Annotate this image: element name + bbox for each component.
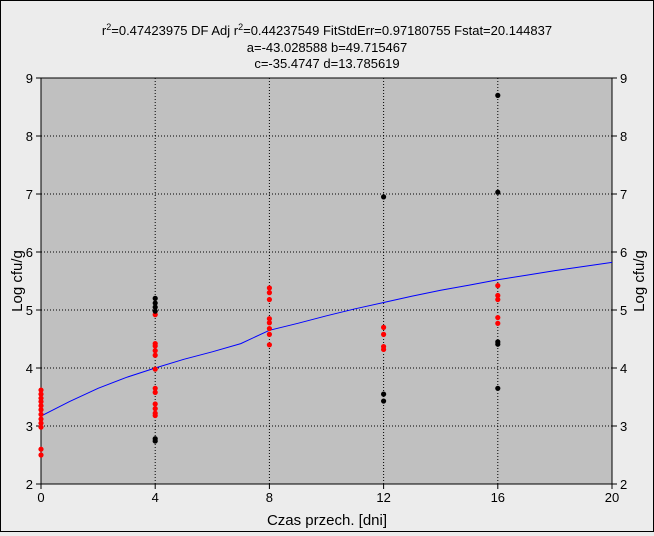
stats-r2-sup: 2: [106, 22, 111, 32]
data-points: [38, 92, 501, 458]
data-point-red: [38, 424, 44, 430]
stats-adj-sup: 2: [238, 22, 243, 32]
data-point-black: [381, 194, 387, 200]
y-tick-label-right: 3: [620, 419, 627, 434]
data-point-black: [152, 304, 158, 310]
data-point-black: [381, 398, 387, 404]
data-point-red: [495, 283, 501, 289]
y-tick-label-right: 4: [620, 361, 627, 376]
x-tick-label: 8: [266, 490, 273, 505]
y-tick-label-left: 8: [26, 129, 33, 144]
data-point-red: [152, 343, 158, 349]
data-point-red: [38, 446, 44, 452]
y-axis-label-left: Log cfu/g: [9, 250, 26, 312]
data-point-red: [38, 387, 44, 393]
grid: [41, 78, 612, 484]
data-point-red: [152, 389, 158, 395]
data-point-red: [266, 342, 272, 348]
data-point-black: [495, 341, 501, 347]
y-tick-label-left: 5: [26, 303, 33, 318]
plot-area: [40, 77, 613, 485]
y-tick-label-left: 7: [26, 187, 33, 202]
y-tick-label-right: 6: [620, 245, 627, 260]
data-point-red: [38, 420, 44, 426]
data-point-red: [38, 407, 44, 413]
data-point-red: [38, 403, 44, 409]
data-point-red: [495, 314, 501, 321]
data-point-black: [495, 385, 501, 391]
y-tick-label-right: 2: [620, 477, 627, 492]
x-axis-label: Czas przech. [dni]: [267, 512, 387, 529]
data-point-red: [381, 324, 387, 330]
data-point-red: [266, 331, 272, 337]
stats-r2-value: =0.47423975 DF Adj r: [111, 23, 239, 38]
data-point-red: [38, 416, 44, 422]
data-point-red: [266, 290, 272, 296]
data-point-red: [266, 325, 272, 332]
data-point-black: [381, 391, 387, 397]
stats-line-3: c=-35.4747 d=13.785619: [254, 56, 399, 71]
x-tick-label: 16: [491, 490, 505, 505]
y-tick-label-left: 4: [26, 361, 33, 376]
data-point-black: [152, 308, 158, 314]
stats-adj-value: =0.44237549 FitStdErr=0.97180755 Fstat=2…: [243, 23, 552, 38]
fit-curve: [40, 261, 613, 417]
data-point-red: [152, 385, 158, 391]
y-tick-label-right: 9: [620, 71, 627, 86]
data-point-black: [152, 295, 158, 301]
data-point-black: [495, 189, 501, 195]
data-point-red: [38, 399, 44, 405]
data-point-red: [38, 452, 44, 458]
data-point-black: [152, 438, 158, 444]
y-tick-label-left: 3: [26, 419, 33, 434]
y-tick-label-right: 7: [620, 187, 627, 202]
data-point-red: [38, 411, 44, 417]
data-point-red: [266, 296, 272, 303]
y-tick-label-right: 8: [620, 129, 627, 144]
data-point-red: [152, 348, 158, 354]
data-point-red: [152, 412, 158, 419]
data-point-red: [495, 296, 501, 303]
x-tick-label: 12: [376, 490, 390, 505]
data-point-red: [495, 292, 501, 299]
y-axis-label-right: Log cfu/g: [631, 250, 648, 312]
y-tick-label-left: 9: [26, 71, 33, 86]
data-point-red: [266, 320, 272, 326]
data-point-red: [152, 406, 158, 412]
data-point-red: [38, 391, 44, 397]
x-tick-label: 0: [37, 490, 44, 505]
y-tick-label-left: 6: [26, 245, 33, 260]
data-point-red: [381, 346, 387, 353]
data-point-red: [266, 285, 272, 291]
data-point-red: [495, 320, 501, 326]
data-point-black: [495, 92, 501, 98]
data-point-black: [152, 300, 158, 306]
axis-ticks: 0 4 8 12 16 202 23 34 45 56 67 78 89 9: [26, 71, 627, 505]
x-tick-label: 4: [152, 490, 159, 505]
data-point-red: [152, 352, 158, 358]
fit-curve-layer: [40, 261, 613, 417]
stats-line-2: a=-43.028588 b=49.715467: [247, 40, 408, 55]
data-point-red: [266, 316, 272, 322]
y-tick-label-left: 2: [26, 477, 33, 492]
data-point-red: [152, 401, 158, 407]
stats-r2-r: r: [102, 23, 107, 38]
stats-line-1: r2=0.47423975 DF Adj r2=0.44237549 FitSt…: [102, 22, 552, 38]
x-tick-label: 20: [605, 490, 619, 505]
y-tick-label-right: 5: [620, 303, 627, 318]
data-point-red: [152, 366, 158, 372]
data-point-red: [381, 331, 387, 337]
